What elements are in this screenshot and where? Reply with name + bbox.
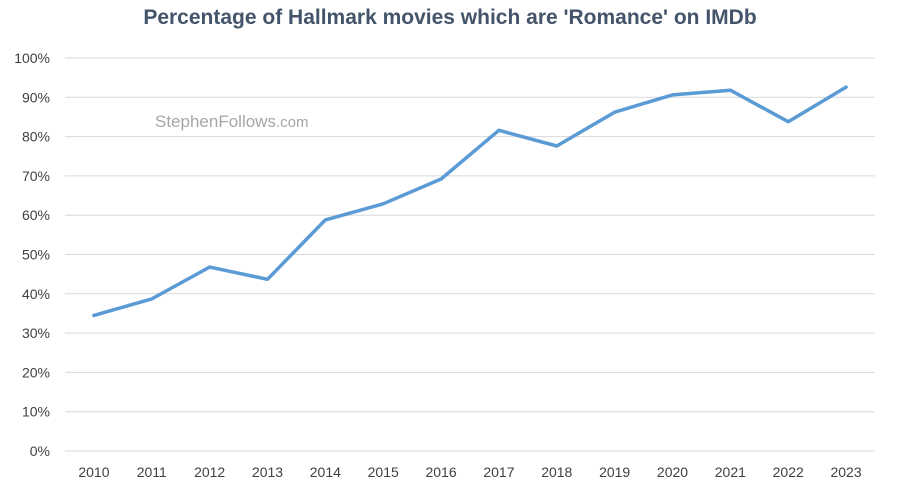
y-tick-label: 80% xyxy=(22,129,50,145)
data-point xyxy=(728,88,732,92)
y-tick-label: 0% xyxy=(30,443,50,459)
x-tick-label: 2021 xyxy=(715,464,746,480)
x-tick-label: 2014 xyxy=(310,464,341,480)
y-tick-label: 70% xyxy=(22,168,50,184)
y-tick-label: 40% xyxy=(22,286,50,302)
x-tick-label: 2018 xyxy=(541,464,572,480)
data-point xyxy=(150,297,154,301)
data-point xyxy=(671,93,674,97)
data-point xyxy=(497,128,501,132)
series-lines xyxy=(92,85,848,318)
data-point xyxy=(555,144,559,148)
x-tick-label: 2020 xyxy=(657,464,688,480)
y-axis-ticks: 0% 10% 20% 30% 40% 50% 60% 70% 80% 90% 100% xyxy=(14,50,50,459)
x-tick-label: 2022 xyxy=(773,464,804,480)
x-tick-label: 2013 xyxy=(252,464,283,480)
data-point xyxy=(381,202,385,206)
x-tick-label: 2016 xyxy=(425,464,456,480)
y-tick-label: 90% xyxy=(22,89,50,105)
watermark: StephenFollows.com xyxy=(155,112,308,131)
x-tick-label: 2017 xyxy=(483,464,514,480)
x-tick-label: 2023 xyxy=(830,464,861,480)
gridlines xyxy=(65,57,875,452)
watermark-name: StephenFollows xyxy=(155,112,276,131)
y-tick-label: 100% xyxy=(14,50,50,66)
data-point xyxy=(786,120,790,124)
y-tick-label: 30% xyxy=(22,325,50,341)
x-tick-label: 2019 xyxy=(599,464,630,480)
data-point xyxy=(208,265,212,269)
y-tick-label: 50% xyxy=(22,247,50,263)
data-point xyxy=(439,177,443,181)
x-tick-label: 2011 xyxy=(137,464,167,480)
data-point xyxy=(844,85,848,89)
y-tick-label: 10% xyxy=(22,404,50,420)
data-point xyxy=(613,110,617,114)
watermark-domain: .com xyxy=(276,114,309,131)
x-tick-label: 2015 xyxy=(368,464,399,480)
series-line xyxy=(92,85,848,318)
x-tick-label: 2012 xyxy=(194,464,225,480)
x-tick-label: 2010 xyxy=(78,464,109,480)
data-point xyxy=(92,313,96,317)
data-point xyxy=(266,277,269,281)
chart-title: Percentage of Hallmark movies which are … xyxy=(143,6,757,29)
x-axis-ticks: 2010 2011 2012 2013 2014 2015 2016 2017 2018 2019… xyxy=(78,464,862,480)
y-tick-label: 20% xyxy=(22,364,50,380)
data-point xyxy=(323,218,327,222)
y-tick-label: 60% xyxy=(22,207,50,223)
